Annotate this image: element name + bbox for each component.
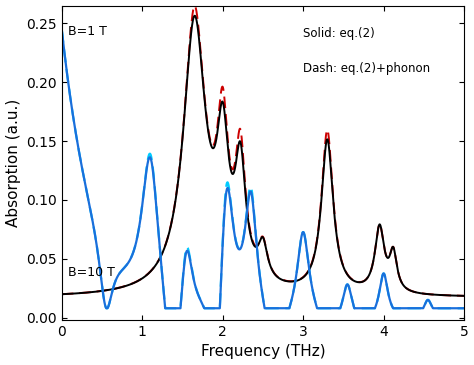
Text: B=1 T: B=1 T <box>68 25 107 38</box>
Text: Solid: eq.(2): Solid: eq.(2) <box>303 27 375 40</box>
X-axis label: Frequency (THz): Frequency (THz) <box>201 345 325 360</box>
Text: B=10 T: B=10 T <box>68 266 115 280</box>
Y-axis label: Absorption (a.u.): Absorption (a.u.) <box>6 99 20 227</box>
Text: Dash: eq.(2)+phonon: Dash: eq.(2)+phonon <box>303 62 430 74</box>
